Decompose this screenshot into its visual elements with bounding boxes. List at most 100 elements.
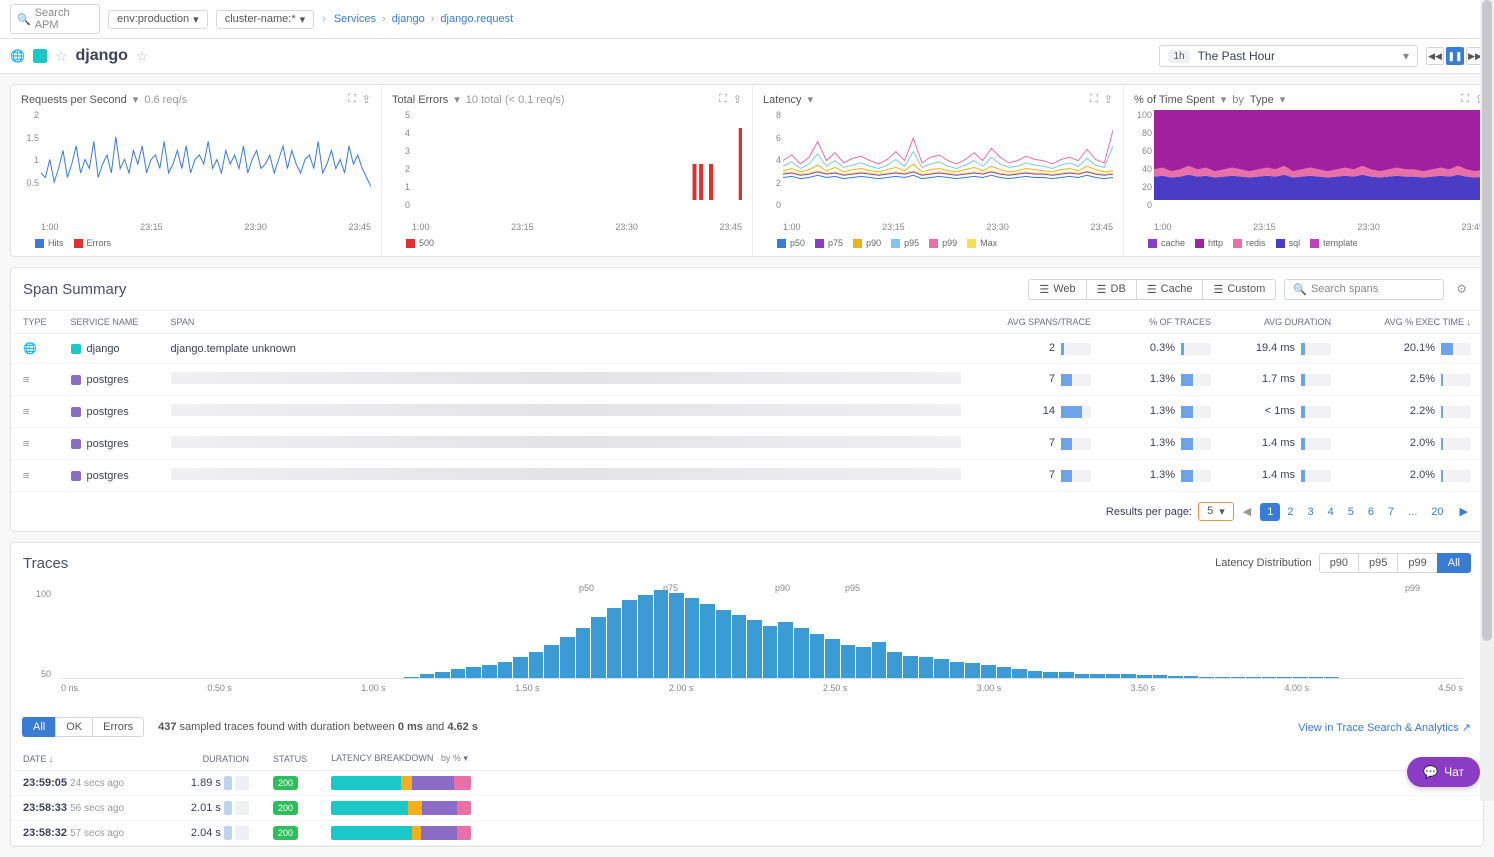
- dist-btn-p95[interactable]: p95: [1358, 553, 1398, 573]
- span-col-0[interactable]: TYPE: [11, 311, 59, 334]
- view-trace-search-link[interactable]: View in Trace Search & Analytics ↗: [1298, 721, 1471, 734]
- span-col-3[interactable]: AVG SPANS/TRACE: [973, 311, 1103, 334]
- latency-chart[interactable]: 86420: [763, 110, 1113, 220]
- share-icon[interactable]: ⇪: [1104, 93, 1113, 106]
- expand-icon[interactable]: ⛶: [348, 93, 356, 106]
- span-filter-cache[interactable]: ☰Cache: [1136, 279, 1204, 300]
- search-spans-input[interactable]: 🔍 Search spans: [1284, 279, 1444, 300]
- star-icon-2[interactable]: ☆: [136, 48, 149, 65]
- star-icon[interactable]: ☆: [55, 48, 68, 65]
- search-apm-input[interactable]: 🔍 Search APM: [10, 4, 100, 34]
- trace-col-latency[interactable]: LATENCY BREAKDOWN by % ▾: [319, 747, 1483, 771]
- pager-page-...[interactable]: ...: [1401, 503, 1424, 521]
- expand-icon[interactable]: ⛶: [719, 93, 727, 106]
- pager-page-7[interactable]: 7: [1381, 503, 1401, 521]
- chevron-down-icon[interactable]: ▾: [1221, 93, 1227, 106]
- histo-bar: [1059, 672, 1074, 678]
- chevron-down-icon[interactable]: ▾: [454, 93, 460, 106]
- histo-bar: [997, 667, 1012, 678]
- pager-page-2[interactable]: 2: [1280, 503, 1300, 521]
- trace-filter-errors[interactable]: Errors: [92, 717, 144, 737]
- histo-bar: [669, 593, 684, 678]
- span-row[interactable]: ≡ postgres 7 1.3% 1.4 ms 2.0%: [11, 460, 1483, 492]
- histo-bar: [1199, 677, 1214, 678]
- pager-prev[interactable]: ◀: [1240, 502, 1254, 521]
- env-pill[interactable]: env:production▾: [108, 10, 208, 29]
- crumb-services[interactable]: Services: [334, 13, 376, 25]
- span-row[interactable]: ≡ postgres 14 1.3% < 1ms 2.2%: [11, 396, 1483, 428]
- span-row[interactable]: ≡ postgres 7 1.3% 1.4 ms 2.0%: [11, 428, 1483, 460]
- span-col-2[interactable]: SPAN: [159, 311, 973, 334]
- histo-bar: [716, 610, 731, 678]
- pager-page-20[interactable]: 20: [1424, 503, 1450, 521]
- trace-row[interactable]: 23:58:32 57 secs ago 2.04 s 200: [11, 821, 1483, 846]
- latency-histogram[interactable]: 10050 p50p75p90p95p99 0 ns0.50 s1.00 s1.…: [11, 583, 1483, 707]
- chevron-down-icon[interactable]: ▾: [133, 93, 139, 106]
- span-col-4[interactable]: % OF TRACES: [1103, 311, 1223, 334]
- histo-bar: [1028, 671, 1043, 678]
- per-page-select[interactable]: 5▾: [1198, 502, 1234, 521]
- span-col-1[interactable]: SERVICE NAME: [59, 311, 159, 334]
- dist-btn-All[interactable]: All: [1437, 553, 1471, 573]
- pager-page-1[interactable]: 1: [1260, 503, 1280, 521]
- gear-icon[interactable]: ⚙: [1452, 278, 1471, 300]
- trace-row[interactable]: 23:59:05 24 secs ago 1.89 s 200: [11, 771, 1483, 796]
- errors-chart[interactable]: 543210: [392, 110, 742, 220]
- crumb-request[interactable]: django.request: [440, 13, 513, 25]
- scrollbar[interactable]: [1480, 0, 1494, 801]
- chat-fab[interactable]: 💬 Чат: [1407, 757, 1480, 787]
- dist-btn-p90[interactable]: p90: [1319, 553, 1359, 573]
- rps-chart[interactable]: 21.510.5: [21, 110, 371, 220]
- chevron-down-icon[interactable]: ▾: [1280, 93, 1286, 106]
- rps-sub: 0.6 req/s: [144, 94, 187, 106]
- cluster-pill[interactable]: cluster-name:*▾: [216, 10, 314, 29]
- trace-col-dur[interactable]: DURATION: [171, 747, 261, 771]
- span-row[interactable]: 🌐 django django.template unknown 2 0.3% …: [11, 334, 1483, 364]
- pager-page-6[interactable]: 6: [1361, 503, 1381, 521]
- span-filter-web[interactable]: ☰Web: [1028, 279, 1086, 300]
- latency-title: Latency: [763, 94, 802, 106]
- scrollbar-thumb[interactable]: [1482, 0, 1492, 641]
- trace-col-date[interactable]: DATE ↓: [11, 747, 171, 771]
- time-badge: 1h: [1168, 50, 1189, 63]
- trace-filter-all[interactable]: All: [22, 717, 56, 737]
- expand-icon[interactable]: ⛶: [1090, 93, 1098, 106]
- playback-controls: ◀◀ ❚❚ ▶▶: [1426, 47, 1484, 65]
- trace-row[interactable]: 23:58:33 56 secs ago 2.01 s 200: [11, 796, 1483, 821]
- span-col-6[interactable]: AVG % EXEC TIME ↓: [1343, 311, 1483, 334]
- chat-icon: 💬: [1423, 765, 1438, 779]
- histo-bar: [685, 598, 700, 678]
- timespent-title: % of Time Spent: [1134, 94, 1215, 106]
- pager-page-3[interactable]: 3: [1300, 503, 1320, 521]
- rewind-button[interactable]: ◀◀: [1426, 47, 1444, 65]
- status-badge: 200: [273, 826, 298, 840]
- chevron-down-icon: ▾: [300, 13, 306, 26]
- histo-bar: [576, 628, 591, 678]
- time-picker[interactable]: 1h The Past Hour ▾: [1159, 45, 1418, 67]
- span-filter-custom[interactable]: ☰Custom: [1202, 279, 1276, 300]
- share-icon[interactable]: ⇪: [362, 93, 371, 106]
- pager-page-5[interactable]: 5: [1341, 503, 1361, 521]
- errors-title: Total Errors: [392, 94, 448, 106]
- trace-col-status[interactable]: STATUS: [261, 747, 319, 771]
- histo-bar: [700, 604, 715, 678]
- histo-bar: [732, 615, 747, 678]
- histo-bar: [466, 667, 481, 678]
- span-filter-db[interactable]: ☰DB: [1086, 279, 1137, 300]
- chevron-down-icon[interactable]: ▾: [808, 93, 814, 106]
- span-col-5[interactable]: AVG DURATION: [1223, 311, 1343, 334]
- share-icon[interactable]: ⇪: [733, 93, 742, 106]
- trace-filter-ok[interactable]: OK: [55, 717, 93, 737]
- rps-chart-panel: Requests per Second▾0.6 req/s ⛶⇪ 21.510.…: [11, 85, 382, 256]
- marker-p75: p75: [663, 583, 678, 593]
- pager-page-4[interactable]: 4: [1321, 503, 1341, 521]
- expand-icon[interactable]: ⛶: [1461, 93, 1469, 106]
- timespent-chart[interactable]: 100806040200: [1134, 110, 1484, 220]
- pause-button[interactable]: ❚❚: [1446, 47, 1464, 65]
- marker-p99: p99: [1405, 583, 1420, 593]
- header-row: 🌐 ☆ django ☆ 1h The Past Hour ▾ ◀◀ ❚❚ ▶▶: [0, 39, 1494, 74]
- pager-next[interactable]: ▶: [1457, 502, 1471, 521]
- span-row[interactable]: ≡ postgres 7 1.3% 1.7 ms 2.5%: [11, 364, 1483, 396]
- crumb-django[interactable]: django: [392, 13, 425, 25]
- dist-btn-p99[interactable]: p99: [1397, 553, 1437, 573]
